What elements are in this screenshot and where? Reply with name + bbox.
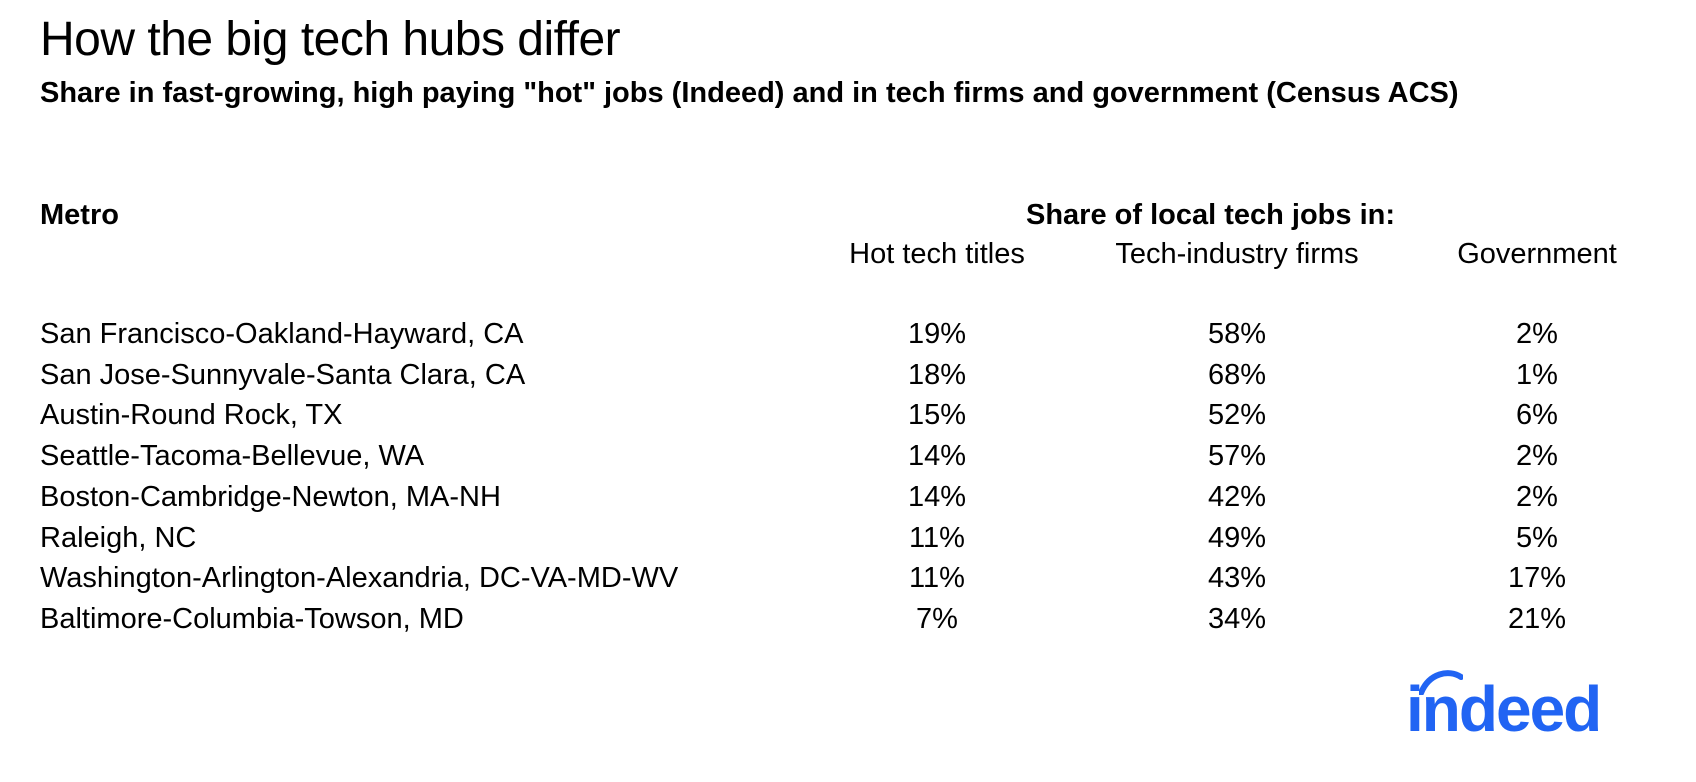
column-header-tech-industry-firms: Tech-industry firms	[1115, 238, 1359, 270]
metro-name: Seattle-Tacoma-Bellevue, WA	[40, 440, 425, 473]
cell-government: 2%	[1516, 318, 1558, 350]
cell-government: 21%	[1507, 602, 1567, 635]
column-header-government: Government	[1457, 238, 1617, 270]
chart-subtitle: Share in fast-growing, high paying "hot"…	[40, 77, 1459, 109]
table-row: Austin-Round Rock, TX 15% 52% 6%	[0, 399, 1696, 439]
cell-hot-tech-titles: 7%	[916, 602, 958, 635]
cell-tech-industry-firms: 34%	[1207, 602, 1267, 635]
cell-tech-industry-firms: 42%	[1207, 480, 1267, 513]
cell-tech-industry-firms: 57%	[1207, 440, 1267, 473]
indeed-logo: indeed	[1406, 670, 1666, 752]
cell-tech-industry-firms: 58%	[1207, 318, 1267, 350]
table-row: Raleigh, NC 11% 49% 5%	[0, 522, 1696, 562]
metro-name: Austin-Round Rock, TX	[40, 399, 343, 432]
metro-column-header: Metro	[40, 199, 119, 231]
cell-tech-industry-firms: 43%	[1207, 562, 1267, 595]
cell-government: 6%	[1516, 399, 1558, 432]
metro-name: Baltimore-Columbia-Towson, MD	[40, 602, 464, 635]
logo-arc-icon	[1419, 670, 1463, 695]
metro-name: San Jose-Sunnyvale-Santa Clara, CA	[40, 358, 526, 391]
table-row: San Francisco-Oakland-Hayward, CA 19% 58% 2…	[0, 318, 1696, 358]
chart-title: How the big tech hubs differ	[40, 13, 621, 66]
cell-tech-industry-firms: 68%	[1207, 358, 1267, 391]
table-row: Boston-Cambridge-Newton, MA-NH 14% 42% 2%	[0, 481, 1696, 521]
cell-government: 2%	[1516, 440, 1558, 473]
metro-name: Boston-Cambridge-Newton, MA-NH	[40, 480, 501, 513]
cell-hot-tech-titles: 14%	[907, 480, 967, 513]
cell-hot-tech-titles: 18%	[907, 358, 967, 391]
table-row: Seattle-Tacoma-Bellevue, WA 14% 57% 2%	[0, 440, 1696, 480]
metro-name: San Francisco-Oakland-Hayward, CA	[40, 318, 524, 350]
cell-tech-industry-firms: 49%	[1207, 521, 1267, 554]
cell-government: 2%	[1516, 480, 1558, 513]
metro-name: Raleigh, NC	[40, 521, 197, 554]
cell-hot-tech-titles: 14%	[907, 440, 967, 473]
cell-government: 1%	[1516, 358, 1558, 391]
cell-government: 5%	[1516, 521, 1558, 554]
table-row: San Jose-Sunnyvale-Santa Clara, CA 18% 68%…	[0, 359, 1696, 399]
cell-tech-industry-firms: 52%	[1207, 399, 1267, 432]
cell-hot-tech-titles: 11%	[909, 521, 965, 554]
cell-hot-tech-titles: 11%	[909, 562, 965, 595]
column-group-header: Share of local tech jobs in:	[1026, 199, 1396, 231]
table-row: Washington-Arlington-Alexandria, DC-VA-M…	[0, 562, 1696, 602]
table-row: Baltimore-Columbia-Towson, MD 7% 34% 21%	[0, 603, 1696, 643]
cell-hot-tech-titles: 15%	[907, 399, 967, 432]
column-header-hot-tech-titles: Hot tech titles	[849, 238, 1025, 270]
cell-government: 17%	[1507, 562, 1567, 595]
metro-name: Washington-Arlington-Alexandria, DC-VA-M…	[40, 562, 679, 595]
cell-hot-tech-titles: 19%	[907, 318, 967, 350]
logo-wordmark: indeed	[1406, 673, 1602, 745]
